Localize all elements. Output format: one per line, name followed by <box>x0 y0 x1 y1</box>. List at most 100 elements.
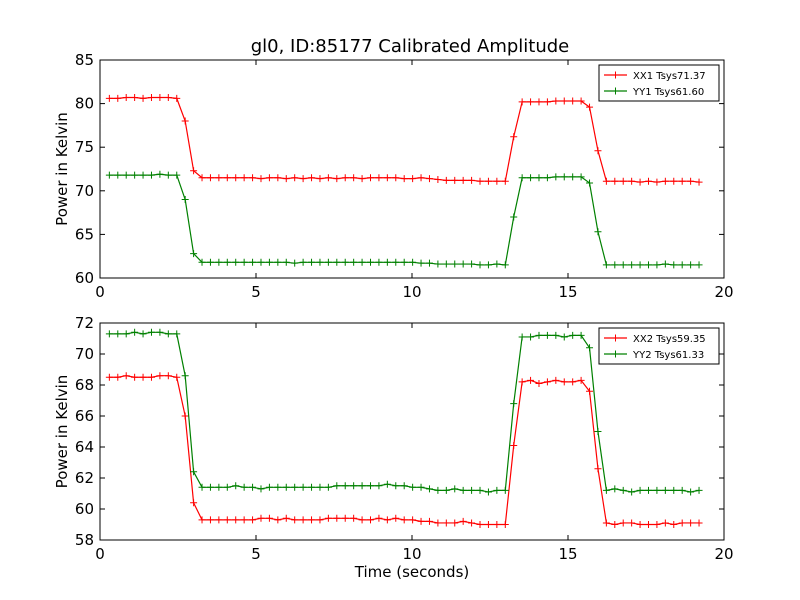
data-point <box>308 258 316 266</box>
data-point <box>695 261 703 269</box>
data-point <box>434 260 442 268</box>
plot-frame <box>99 59 725 279</box>
data-point <box>105 94 113 102</box>
data-point <box>493 486 501 494</box>
data-point <box>392 514 400 522</box>
data-point <box>358 482 366 490</box>
data-point <box>383 480 391 488</box>
data-point <box>367 258 375 266</box>
data-point <box>644 521 652 528</box>
data-point <box>198 258 206 266</box>
data-point <box>586 344 594 352</box>
data-point <box>468 519 476 527</box>
data-point <box>358 516 366 524</box>
data-point <box>442 260 450 268</box>
y-tick-label: 68 <box>75 376 94 394</box>
data-point <box>510 133 518 141</box>
data-point <box>476 261 484 269</box>
data-point <box>232 174 240 182</box>
y-tick-label: 58 <box>75 531 94 549</box>
data-point <box>206 483 214 491</box>
x-tick-label: 10 <box>402 283 421 301</box>
series-markers-2 <box>105 328 703 496</box>
data-point <box>147 328 155 336</box>
series-markers-2 <box>105 170 703 269</box>
data-point <box>257 175 265 183</box>
legend-label: YY2 Tsys61.33 <box>632 350 704 361</box>
data-point <box>341 514 349 522</box>
data-point <box>291 516 299 524</box>
data-point <box>282 483 290 491</box>
data-point <box>215 258 223 266</box>
data-point <box>611 261 619 269</box>
data-point <box>535 331 543 339</box>
plot-frame <box>99 322 725 541</box>
data-point <box>392 482 400 490</box>
data-point <box>425 175 433 183</box>
data-point <box>678 519 686 527</box>
data-point <box>653 521 661 528</box>
bottom-panel: 0 5 10 15 20 58 60 62 64 66 68 70 72 Power in Kelvin T… <box>53 314 734 581</box>
data-point <box>324 258 332 266</box>
data-point <box>164 372 172 380</box>
data-point <box>358 258 366 266</box>
data-point <box>527 174 535 182</box>
y-tick-label: 60 <box>75 269 94 287</box>
data-point <box>501 261 509 269</box>
data-point <box>434 519 442 527</box>
data-point <box>131 171 139 179</box>
data-point <box>628 261 636 269</box>
y-axis-label: Power in Kelvin <box>53 112 71 226</box>
data-point <box>468 486 476 494</box>
data-point <box>291 259 299 267</box>
data-point <box>611 521 619 528</box>
data-point <box>611 485 619 493</box>
data-point <box>602 486 610 494</box>
data-point <box>451 519 459 527</box>
data-point <box>206 174 214 182</box>
data-point <box>249 258 257 266</box>
y-tick-label: 66 <box>75 407 94 425</box>
data-point <box>131 328 139 336</box>
data-point <box>611 177 619 185</box>
data-point <box>316 483 324 491</box>
data-point <box>493 521 501 528</box>
data-point <box>535 379 543 387</box>
x-tick-label: 5 <box>251 283 261 301</box>
data-point <box>156 93 164 101</box>
y-tick-label: 65 <box>75 225 94 243</box>
data-point <box>190 468 198 476</box>
data-point <box>232 516 240 524</box>
x-tick-label: 15 <box>558 283 577 301</box>
data-point <box>341 258 349 266</box>
data-point <box>232 258 240 266</box>
data-point <box>451 485 459 493</box>
data-point <box>156 372 164 380</box>
data-point <box>164 93 172 101</box>
x-tick-label: 20 <box>714 283 733 301</box>
data-point <box>678 486 686 494</box>
data-point <box>459 486 467 494</box>
data-point <box>552 376 560 384</box>
data-point <box>586 387 594 395</box>
data-point <box>417 517 425 525</box>
data-point <box>425 517 433 525</box>
series-line-1 <box>109 375 700 526</box>
data-point <box>139 94 147 102</box>
y-tick-label: 70 <box>75 345 94 363</box>
data-point <box>560 333 568 341</box>
data-point <box>409 175 417 183</box>
data-point <box>476 177 484 185</box>
data-point <box>510 400 518 408</box>
data-point <box>249 174 257 182</box>
data-point <box>223 516 231 524</box>
data-point <box>392 174 400 182</box>
data-point <box>164 171 172 179</box>
data-point <box>409 258 417 266</box>
data-point <box>147 93 155 101</box>
data-point <box>594 147 602 155</box>
data-point <box>156 328 164 336</box>
data-point <box>324 483 332 491</box>
data-point <box>535 98 543 106</box>
y-tick-label: 80 <box>75 95 94 113</box>
